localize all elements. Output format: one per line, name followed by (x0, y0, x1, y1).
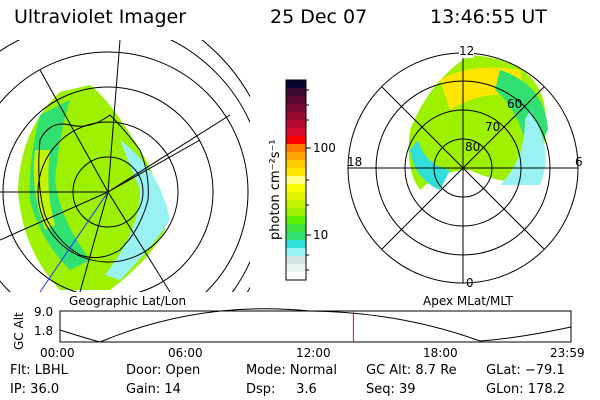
colorbar-band (286, 160, 306, 169)
colorbar-ticks (306, 89, 311, 271)
colorbar-band (286, 80, 306, 89)
colorbar-band (286, 152, 306, 161)
mlt-12: 12 (459, 44, 475, 58)
right-map-label: Apex MLat/MLT (423, 294, 513, 308)
xtick-12: 12:00 (296, 346, 331, 360)
colorbar-tick-10: 10 (313, 228, 329, 242)
mlat-80: 80 (465, 140, 481, 154)
ip-info: IP: 36.0 (10, 382, 60, 397)
colorbar-band (286, 232, 306, 241)
colorbar-band (286, 120, 306, 129)
xtick-0: 00:00 (40, 346, 75, 360)
left-map-label: Geographic Lat/Lon (69, 294, 187, 308)
colorbar-band (286, 104, 306, 113)
colorbar-band (286, 128, 306, 137)
colorbar-band (286, 248, 306, 257)
colorbar-band (286, 200, 306, 209)
mode-info: Mode: Normal (246, 363, 337, 378)
mlt-6: 6 (575, 155, 583, 169)
colorbar-unit: photon cm⁻²s⁻¹ (268, 139, 283, 240)
ytick-1-8: 1.8 (34, 324, 54, 338)
glon-info: GLon: 178.2 (486, 382, 566, 397)
xtick-2359: 23:59 (550, 346, 585, 360)
time-label: 13:46:55 UT (430, 6, 547, 28)
apex-polar-map (347, 52, 579, 284)
mlt-18: 18 (347, 155, 363, 169)
dsp-info: Dsp: 3.6 (246, 382, 317, 397)
ytick-9: 9.0 (34, 305, 54, 319)
altitude-plot-frame (59, 310, 572, 343)
gain-info: Gain: 14 (126, 382, 181, 397)
seq-info: Seq: 39 (366, 382, 416, 397)
colorbar-tick-100: 100 (313, 141, 336, 155)
colorbar-band (286, 224, 306, 233)
instrument-title: Ultraviolet Imager (14, 6, 187, 28)
altitude-curve (59, 308, 572, 343)
mlat-70: 70 (485, 120, 501, 134)
colorbar-band (286, 240, 306, 249)
colorbar (286, 80, 306, 281)
colorbar-band (286, 168, 306, 177)
colorbar-band (286, 216, 306, 225)
colorbar-band (286, 136, 306, 145)
colorbar-band (286, 112, 306, 121)
altitude-ylabel: GC Alt (12, 312, 26, 350)
colorbar-band (286, 144, 306, 153)
xtick-6: 06:00 (168, 346, 203, 360)
colorbar-band (286, 272, 306, 281)
mlt-0: 0 (466, 276, 474, 290)
colorbar-band (286, 96, 306, 105)
glat-info: GLat: −79.1 (486, 363, 565, 378)
colorbar-band (286, 184, 306, 193)
geographic-map (0, 40, 250, 292)
colorbar-band (286, 264, 306, 273)
mlat-60: 60 (507, 97, 523, 111)
colorbar-band (286, 192, 306, 201)
filter-info: Flt: LBHL (10, 363, 68, 378)
gc-alt-info: GC Alt: 8.7 Re (366, 363, 457, 378)
door-info: Door: Open (126, 363, 201, 378)
colorbar-band (286, 176, 306, 185)
colorbar-band (286, 208, 306, 217)
colorbar-band (286, 256, 306, 265)
xtick-18: 18:00 (423, 346, 458, 360)
date-label: 25 Dec 07 (270, 6, 368, 28)
colorbar-band (286, 88, 306, 97)
